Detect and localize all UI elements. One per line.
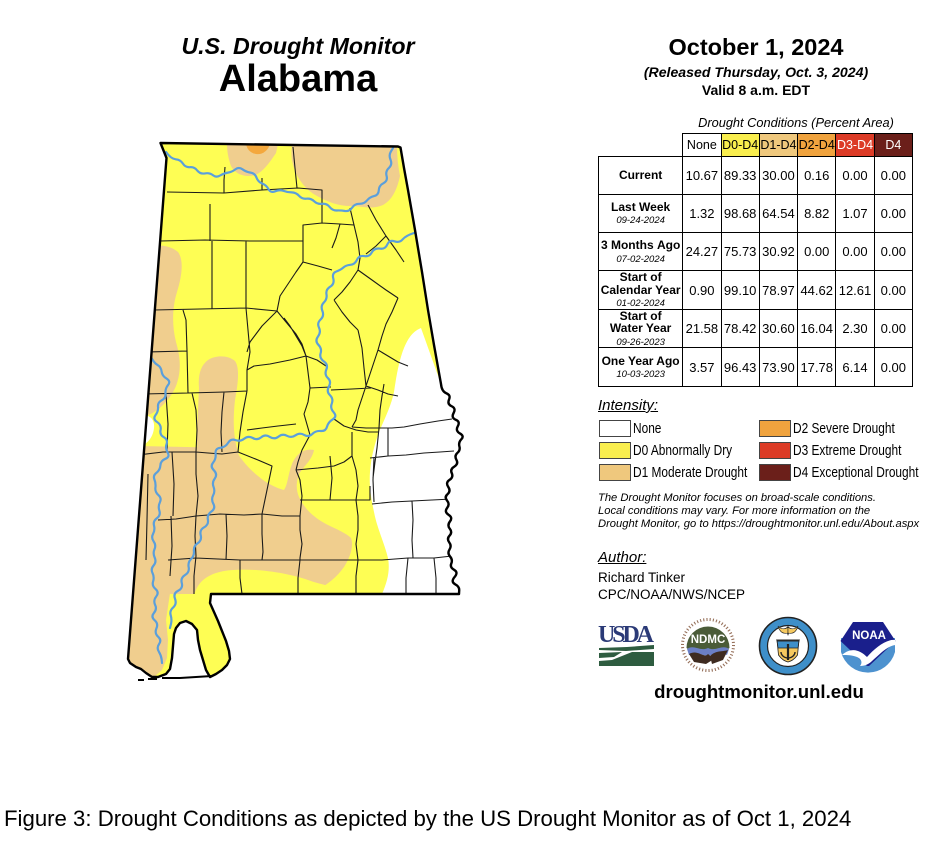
svg-text:NDMC: NDMC [691, 634, 726, 646]
svg-text:NOAA: NOAA [852, 630, 886, 642]
svg-text:USDA: USDA [598, 622, 655, 648]
